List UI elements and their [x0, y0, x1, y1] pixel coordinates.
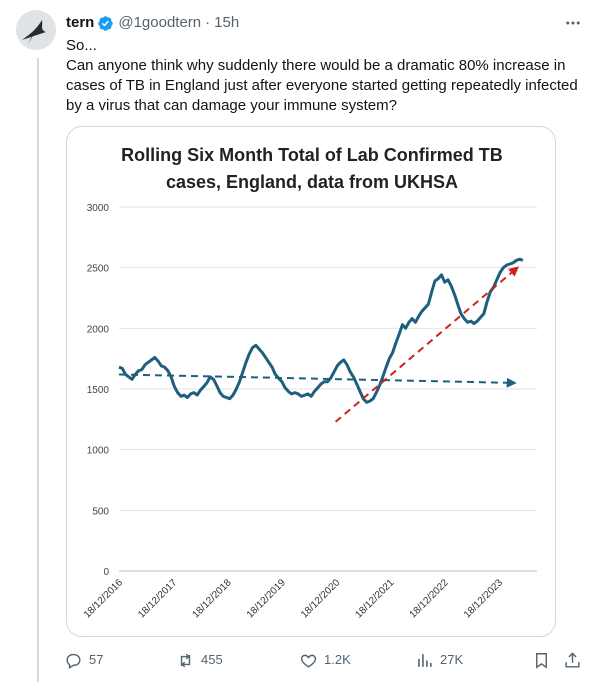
- view-count: 27K: [440, 652, 464, 667]
- x-tick-label: 18/12/2020: [299, 577, 342, 620]
- line-chart: Rolling Six Month Total of Lab Confirmed…: [82, 145, 537, 621]
- x-tick-label: 18/12/2017: [136, 577, 179, 620]
- trend-line-flat: [118, 373, 517, 388]
- x-tick-label: 18/12/2019: [245, 577, 288, 620]
- trend-line-rising: [334, 266, 519, 423]
- repost-button[interactable]: 455: [176, 648, 223, 672]
- tweet-text-line: So...: [66, 37, 97, 54]
- y-tick-label: 1000: [87, 446, 110, 457]
- share-icon: [565, 651, 580, 668]
- chart-title-line: cases, England, data from UKHSA: [166, 172, 458, 192]
- x-tick-label: 18/12/2022: [408, 577, 451, 620]
- chart-title-line: Rolling Six Month Total of Lab Confirmed…: [121, 145, 503, 165]
- y-tick-label: 500: [92, 506, 109, 517]
- bookmark-button[interactable]: [532, 648, 557, 672]
- verified-icon: [98, 15, 114, 31]
- x-tick-label: 18/12/2016: [82, 577, 125, 620]
- handle[interactable]: @1goodtern: [118, 14, 202, 31]
- reply-icon: [66, 653, 81, 669]
- y-tick-label: 2000: [87, 324, 110, 335]
- display-name[interactable]: tern: [66, 14, 95, 31]
- y-tick-label: 0: [103, 567, 109, 578]
- like-button[interactable]: 1.2K: [299, 648, 351, 672]
- like-icon: [300, 654, 317, 668]
- reply-button[interactable]: 57: [64, 648, 103, 672]
- action-bar: 57 455 1.2K 27K: [60, 648, 590, 672]
- tweet-text: So... Can anyone think why suddenly ther…: [66, 36, 586, 116]
- timestamp[interactable]: 15h: [214, 14, 240, 31]
- bookmark-icon: [536, 652, 547, 669]
- tweet-header: tern @1goodtern · 15h: [66, 13, 239, 33]
- series-line: [118, 257, 524, 404]
- views-icon: [418, 653, 432, 667]
- views-button[interactable]: 27K: [415, 648, 463, 672]
- y-tick-label: 3000: [87, 203, 110, 214]
- avatar-bird-icon: [16, 10, 56, 50]
- tweet-media-chart[interactable]: Rolling Six Month Total of Lab Confirmed…: [66, 126, 556, 637]
- tweet-text-line: Can anyone think why suddenly there woul…: [66, 57, 578, 114]
- x-tick-label: 18/12/2018: [191, 577, 234, 620]
- separator-dot: ·: [205, 14, 211, 31]
- repost-count: 455: [201, 652, 223, 667]
- y-tick-label: 1500: [87, 385, 110, 396]
- repost-icon: [180, 653, 191, 667]
- x-tick-label: 18/12/2023: [462, 577, 505, 620]
- y-tick-label: 2500: [87, 264, 110, 275]
- like-count: 1.2K: [324, 652, 351, 667]
- reply-count: 57: [89, 652, 104, 667]
- more-icon[interactable]: [563, 13, 583, 33]
- thread-line: [37, 58, 39, 682]
- share-button[interactable]: [563, 648, 588, 672]
- avatar[interactable]: [16, 10, 56, 50]
- x-tick-label: 18/12/2021: [353, 577, 396, 620]
